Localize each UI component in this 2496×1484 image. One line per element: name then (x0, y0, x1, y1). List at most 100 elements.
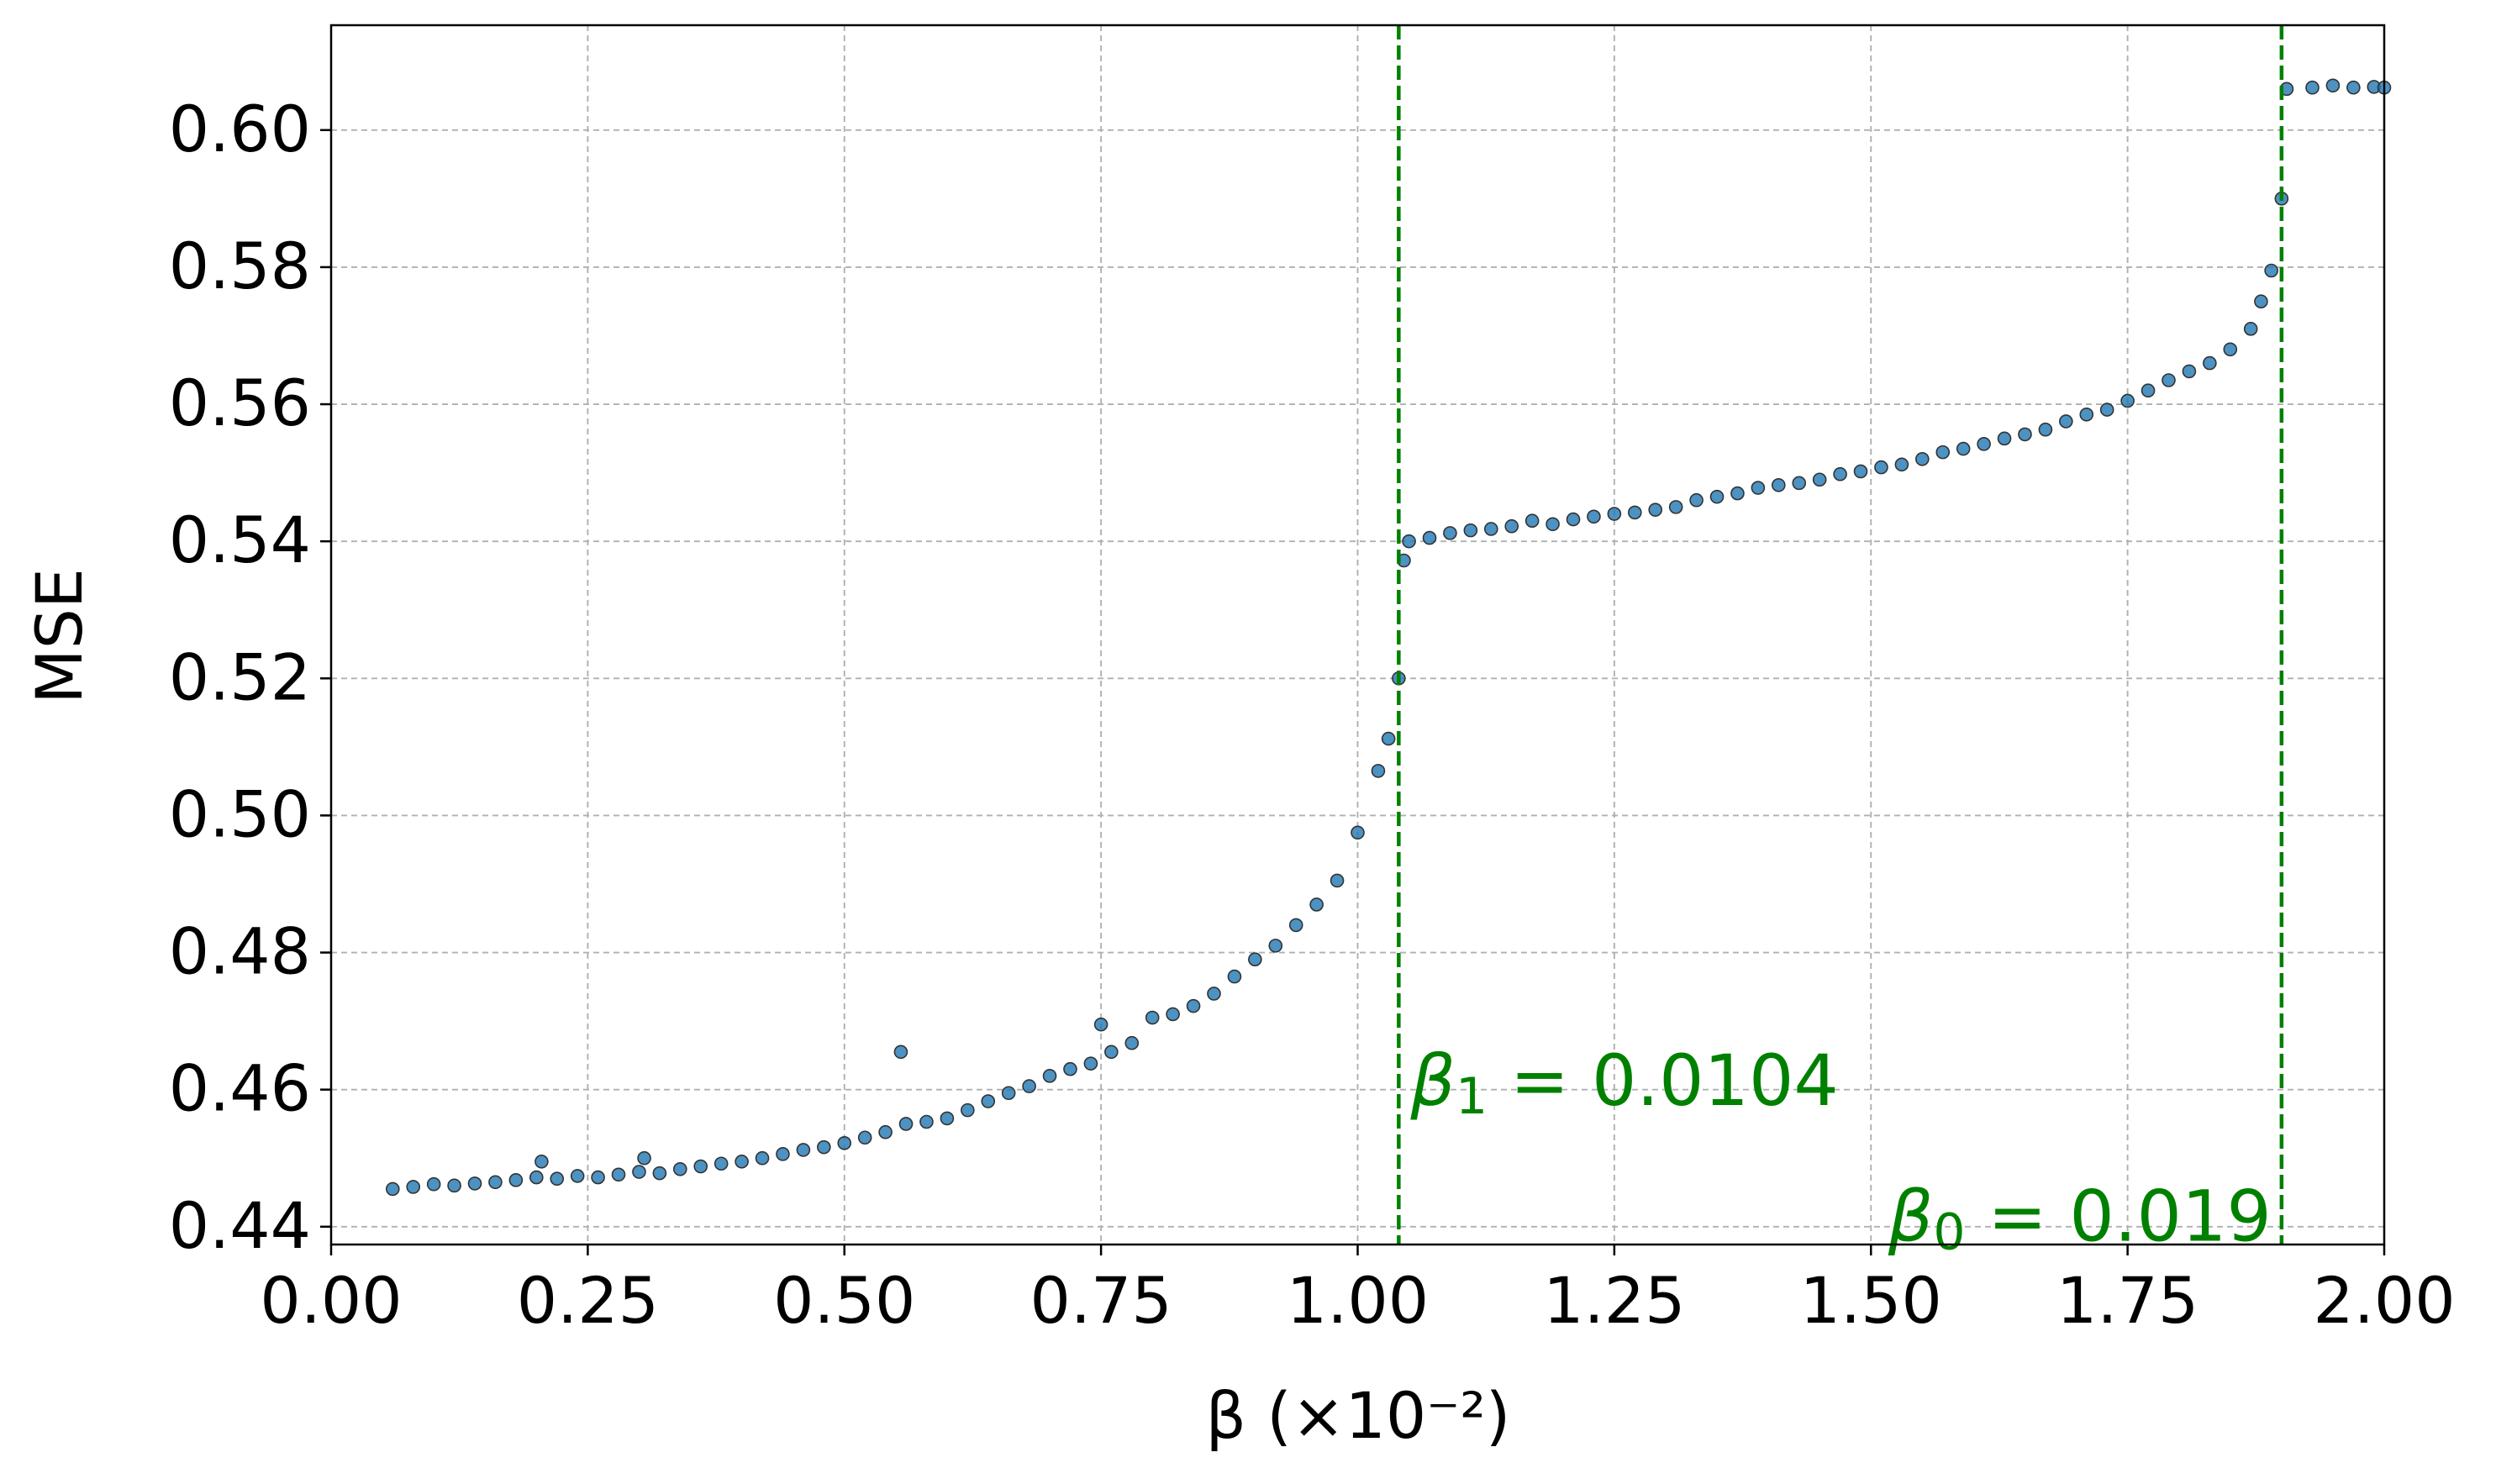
point (1422, 530, 1437, 545)
point (2254, 294, 2268, 308)
point (919, 1114, 934, 1129)
point (637, 1150, 651, 1166)
point (1186, 998, 1201, 1013)
x-tick-label: 1.50 (1800, 1263, 1942, 1338)
point (1104, 1045, 1119, 1060)
point (1524, 513, 1540, 528)
point (2018, 427, 2032, 442)
point (1207, 987, 1221, 1001)
point (1833, 466, 1847, 482)
point (1566, 512, 1581, 527)
points (385, 78, 2392, 1197)
point (1248, 952, 1262, 966)
annotation: β1 = 0.0104 (1409, 1039, 1838, 1126)
point (898, 1117, 914, 1131)
point (2264, 263, 2278, 278)
annotation-text: = 0.0104 (1488, 1039, 1839, 1122)
annotation: β0 = 0.019 (1888, 1175, 2272, 1261)
y-axis-label: MSE (22, 568, 97, 704)
annotation-subscript: 1 (1456, 1066, 1488, 1125)
point (1607, 507, 1622, 521)
point (1546, 517, 1560, 532)
point (2038, 422, 2053, 437)
point (488, 1175, 503, 1190)
point (1689, 492, 1703, 508)
point (570, 1169, 585, 1183)
x-tick-label: 1.75 (2056, 1263, 2198, 1338)
y-tick-label: 0.58 (169, 229, 311, 303)
y-tick-label: 0.46 (169, 1051, 311, 1126)
point (1483, 522, 1498, 536)
x-tick-label: 0.75 (1030, 1263, 1172, 1338)
point (714, 1156, 729, 1171)
y-tick-label: 0.44 (169, 1188, 311, 1263)
point (1648, 503, 1663, 517)
point (2079, 407, 2094, 422)
point (2203, 355, 2217, 371)
point (534, 1155, 549, 1169)
x-tick-label: 0.25 (517, 1263, 659, 1338)
point (1587, 509, 1601, 524)
point (1812, 472, 1827, 487)
y-tick-label: 0.48 (169, 914, 311, 989)
x-tick-label: 0.50 (773, 1263, 915, 1338)
y-tick-label: 0.56 (169, 366, 311, 440)
point (1751, 481, 1766, 495)
point (2305, 80, 2320, 95)
point (2162, 373, 2176, 387)
point (1093, 1017, 1108, 1032)
point (1443, 526, 1457, 540)
point (1330, 873, 1345, 888)
point (817, 1139, 831, 1155)
point (611, 1167, 626, 1182)
point (1001, 1086, 1016, 1101)
point (1227, 969, 1242, 984)
point (447, 1178, 461, 1193)
point (2223, 342, 2238, 357)
point (1977, 437, 1991, 451)
point (652, 1166, 667, 1181)
point (673, 1161, 687, 1176)
point (1915, 451, 1930, 466)
point (776, 1147, 790, 1161)
point (550, 1171, 565, 1186)
point (755, 1150, 770, 1166)
point (2182, 364, 2197, 379)
annotation-subscript: 0 (1933, 1202, 1965, 1261)
point (693, 1159, 708, 1174)
point (1381, 731, 1396, 746)
point (1371, 764, 1386, 778)
point (529, 1170, 544, 1185)
grid (330, 25, 2385, 1245)
point (1894, 457, 1909, 472)
point (1042, 1069, 1057, 1083)
point (1730, 486, 1745, 501)
point (2059, 414, 2073, 429)
point (632, 1165, 646, 1179)
point (1668, 500, 1683, 514)
point (1022, 1079, 1036, 1093)
x-axis-label: β (×10⁻²) (1206, 1378, 1511, 1453)
point (591, 1170, 605, 1185)
y-tick-label: 0.60 (169, 92, 311, 166)
point (2120, 393, 2135, 408)
y-tick-label: 0.52 (169, 639, 311, 714)
point (837, 1135, 852, 1150)
point (467, 1176, 482, 1191)
point (1997, 431, 2012, 446)
point (893, 1045, 908, 1060)
point (1792, 476, 1807, 491)
point (1268, 939, 1283, 953)
point (1083, 1056, 1098, 1071)
point (1402, 534, 1416, 549)
point (940, 1111, 955, 1126)
point (796, 1143, 811, 1157)
point (406, 1180, 421, 1194)
point (2325, 78, 2341, 93)
point (1874, 460, 1888, 475)
point (857, 1130, 872, 1145)
point (385, 1181, 400, 1197)
point (878, 1124, 893, 1139)
point (1463, 523, 1478, 538)
